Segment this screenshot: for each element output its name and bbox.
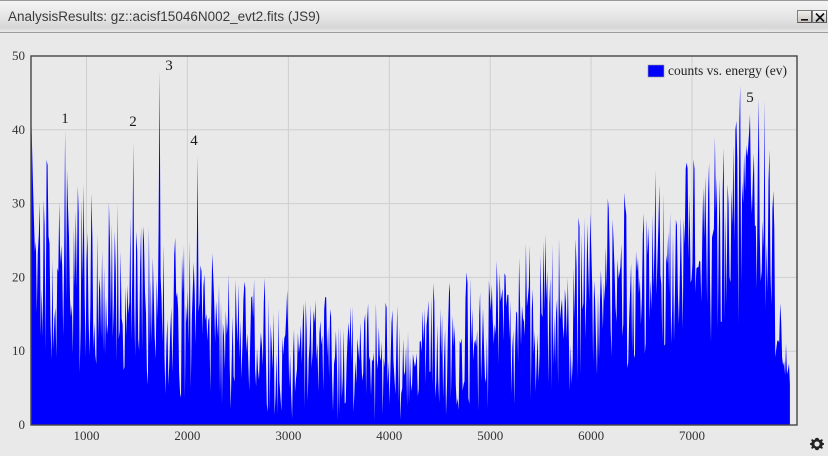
svg-text:3: 3 <box>165 58 173 74</box>
svg-text:6000: 6000 <box>578 428 604 443</box>
svg-text:4: 4 <box>190 133 198 149</box>
svg-text:50: 50 <box>12 48 25 63</box>
svg-text:0: 0 <box>19 417 26 432</box>
svg-text:3000: 3000 <box>275 428 301 443</box>
svg-text:5000: 5000 <box>477 428 503 443</box>
svg-text:10: 10 <box>12 343 25 358</box>
svg-text:40: 40 <box>12 122 25 137</box>
svg-text:20: 20 <box>12 270 25 285</box>
svg-text:5: 5 <box>746 90 754 106</box>
svg-text:30: 30 <box>12 196 25 211</box>
svg-text:4000: 4000 <box>376 428 402 443</box>
svg-text:1: 1 <box>61 111 69 127</box>
svg-text:counts vs. energy (ev): counts vs. energy (ev) <box>668 63 787 78</box>
svg-text:1000: 1000 <box>74 428 100 443</box>
svg-text:7000: 7000 <box>679 428 705 443</box>
svg-text:2000: 2000 <box>174 428 200 443</box>
svg-text:2: 2 <box>129 114 137 130</box>
